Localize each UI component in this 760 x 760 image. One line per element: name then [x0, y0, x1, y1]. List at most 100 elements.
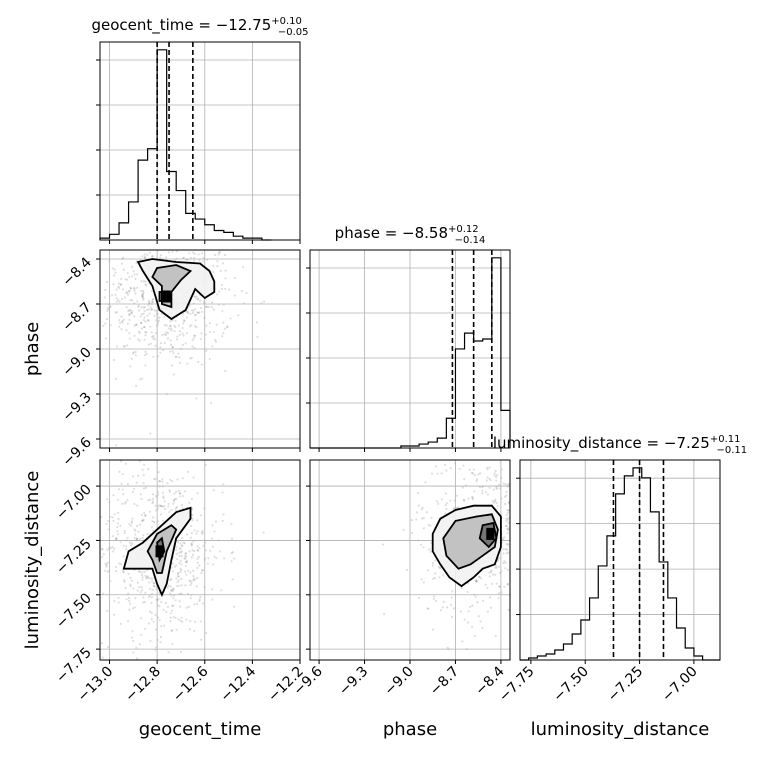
scatter-point	[226, 326, 229, 329]
scatter-point	[215, 557, 218, 560]
scatter-point	[167, 584, 170, 588]
scatter-point	[181, 545, 184, 548]
scatter-point	[149, 432, 152, 435]
scatter-point	[127, 597, 131, 600]
scatter-point	[135, 646, 138, 649]
scatter-point	[198, 547, 201, 550]
scatter-point	[233, 557, 236, 560]
scatter-point	[122, 256, 125, 259]
scatter-point	[133, 273, 136, 276]
scatter-point	[148, 510, 151, 513]
scatter-point	[172, 587, 175, 590]
scatter-point	[122, 318, 125, 321]
scatter-point	[180, 616, 183, 619]
scatter-point	[134, 354, 137, 357]
scatter-point	[165, 331, 168, 334]
scatter-point	[169, 339, 172, 342]
scatter-point	[415, 511, 419, 514]
scatter-point	[177, 541, 180, 544]
scatter-point	[192, 575, 195, 578]
scatter-point	[171, 609, 174, 612]
scatter-point	[505, 552, 508, 555]
scatter-point	[220, 589, 223, 592]
scatter-point	[462, 464, 465, 467]
scatter-point	[126, 499, 129, 502]
scatter-point	[129, 299, 132, 302]
scatter-point	[201, 252, 204, 255]
scatter-point	[491, 500, 494, 503]
scatter-point	[117, 488, 121, 491]
scatter-point	[177, 571, 180, 575]
scatter-point	[506, 527, 509, 530]
scatter-point	[481, 599, 485, 602]
scatter-point	[212, 270, 215, 273]
scatter-point	[120, 315, 123, 318]
scatter-point	[196, 557, 199, 561]
scatter-point	[117, 286, 120, 290]
scatter-point	[493, 474, 496, 477]
scatter-point	[182, 334, 185, 337]
scatter-point	[101, 656, 104, 659]
scatter-point	[118, 300, 121, 303]
scatter-point	[119, 283, 122, 287]
scatter-point	[170, 589, 173, 592]
scatter-point	[133, 315, 136, 318]
scatter-point	[138, 460, 141, 463]
scatter-point	[488, 477, 491, 480]
scatter-point	[198, 311, 201, 314]
scatter-point	[140, 519, 143, 523]
scatter-point	[215, 323, 218, 326]
scatter-point	[133, 537, 136, 540]
scatter-point	[211, 345, 214, 348]
scatter-point	[157, 471, 160, 474]
scatter-point	[480, 577, 483, 580]
chart-marks	[96, 41, 721, 664]
scatter-point	[122, 345, 125, 348]
scatter-point	[120, 328, 123, 331]
scatter-point	[481, 492, 484, 495]
scatter-point	[119, 524, 122, 528]
scatter-point	[489, 570, 492, 573]
scatter-point	[179, 547, 182, 550]
scatter-point	[463, 478, 466, 481]
scatter-point	[475, 480, 478, 483]
scatter-point	[199, 299, 202, 302]
scatter-point	[160, 600, 163, 604]
scatter-point	[463, 618, 466, 621]
scatter-point	[140, 589, 143, 592]
scatter-point	[184, 570, 187, 573]
scatter-point	[167, 651, 170, 654]
scatter-point	[105, 565, 108, 568]
scatter-point	[205, 324, 208, 327]
scatter-point	[220, 283, 224, 286]
scatter-point	[184, 557, 187, 560]
scatter-point	[191, 345, 194, 348]
scatter-point	[115, 311, 118, 314]
scatter-point	[118, 562, 121, 565]
scatter-point	[159, 256, 162, 259]
scatter-point	[187, 569, 190, 572]
scatter-point	[211, 545, 214, 548]
scatter-point	[208, 357, 211, 360]
scatter-point	[118, 325, 121, 328]
scatter-point	[138, 586, 141, 589]
scatter-point	[194, 620, 197, 623]
scatter-point	[180, 584, 183, 587]
scatter-point	[151, 500, 155, 503]
hist-panel-luminosity_distance	[520, 460, 720, 660]
scatter-point	[415, 518, 418, 521]
scatter-point	[144, 334, 147, 337]
scatter-point	[116, 498, 120, 501]
scatter-point	[190, 556, 193, 559]
hist-panel-geocent_time	[100, 42, 300, 240]
scatter-point	[197, 555, 200, 559]
scatter-point	[184, 552, 187, 555]
scatter-point	[171, 629, 174, 632]
scatter-point	[191, 517, 194, 520]
scatter-point	[165, 610, 168, 614]
scatter-point	[133, 287, 136, 290]
scatter-point	[134, 292, 137, 295]
scatter-point	[196, 602, 199, 606]
scatter-point	[171, 562, 174, 565]
scatter-point	[199, 514, 202, 517]
